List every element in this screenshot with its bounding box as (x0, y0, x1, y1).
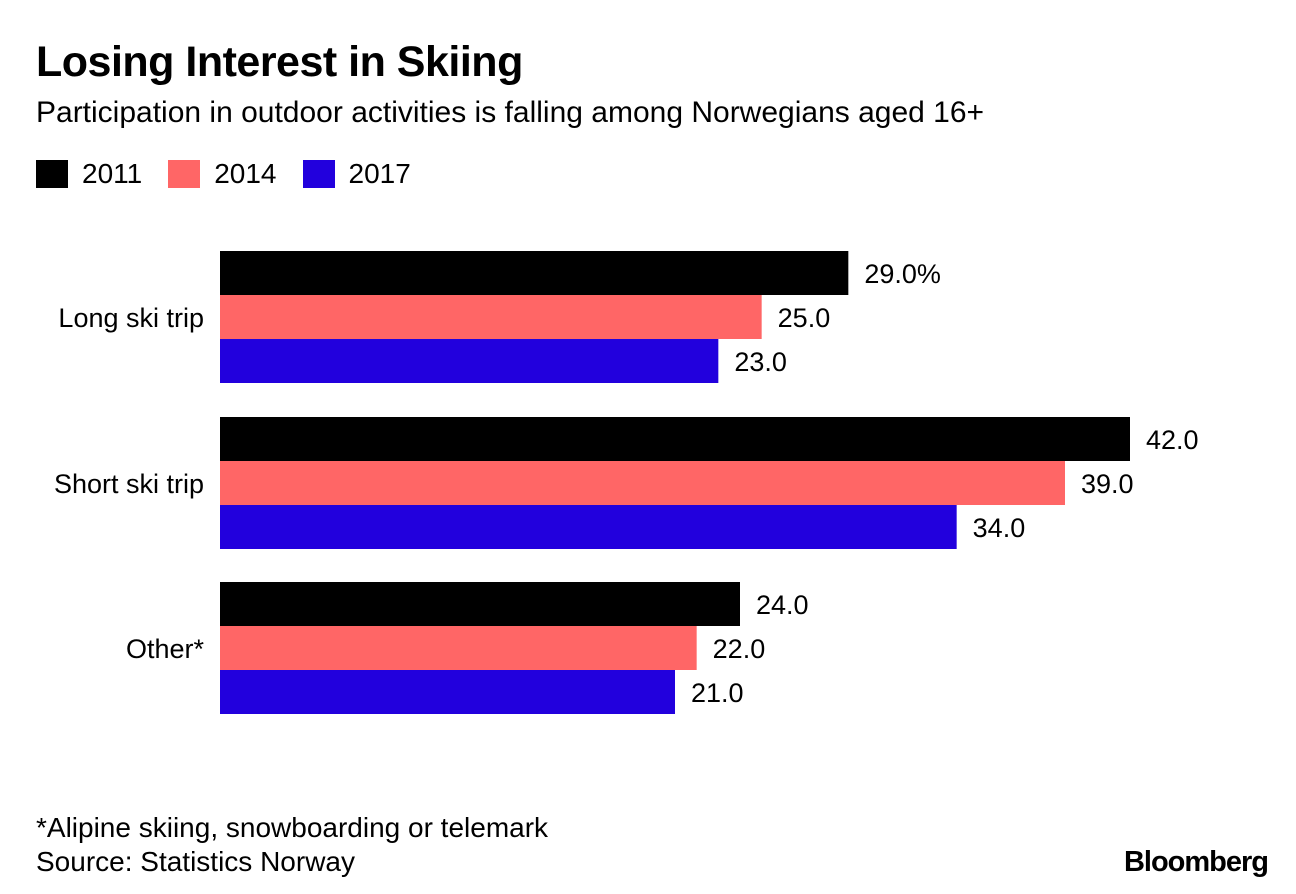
bloomberg-logo: Bloomberg (1123, 846, 1269, 878)
bar-short-ski-trip-2011 (220, 417, 1130, 461)
category-label-other: Other* (126, 634, 205, 664)
legend-item-2011: 2011 (36, 158, 142, 190)
data-label-short-ski-trip-2011: 42.0 (1146, 425, 1199, 455)
data-label-long-ski-trip-2014: 25.0 (778, 303, 831, 333)
legend-swatch-2014 (168, 160, 201, 188)
chart-subtitle: Participation in outdoor activities is f… (36, 96, 985, 129)
data-label-other-2014: 22.0 (713, 634, 766, 664)
bar-other-2017 (220, 670, 675, 714)
data-label-other-2017: 21.0 (691, 678, 744, 708)
footnote: *Alipine skiing, snowboarding or telemar… (36, 812, 549, 843)
data-label-short-ski-trip-2014: 39.0 (1081, 469, 1134, 499)
bar-other-2011 (220, 582, 740, 626)
legend-label-2011: 2011 (82, 158, 143, 189)
category-label-short-ski-trip: Short ski trip (54, 469, 204, 499)
legend: 2011 2014 2017 (36, 158, 437, 190)
bar-short-ski-trip-2017 (220, 505, 957, 549)
data-label-long-ski-trip-2017: 23.0 (734, 347, 787, 377)
bar-short-ski-trip-2014 (220, 461, 1065, 505)
chart-title: Losing Interest in Skiing (36, 38, 523, 86)
legend-label-2017: 2017 (348, 158, 411, 189)
legend-swatch-2011 (36, 160, 68, 188)
bar-other-2014 (220, 626, 697, 670)
legend-item-2014: 2014 (168, 158, 277, 190)
bar-long-ski-trip-2011 (220, 251, 849, 295)
legend-swatch-2017 (302, 160, 335, 188)
legend-label-2014: 2014 (214, 158, 277, 189)
bar-long-ski-trip-2014 (220, 295, 762, 339)
data-label-long-ski-trip-2011: 29.0% (864, 259, 941, 289)
category-label-long-ski-trip: Long ski trip (58, 303, 204, 333)
legend-item-2017: 2017 (302, 158, 411, 190)
source-note: Source: Statistics Norway (36, 846, 355, 877)
bar-long-ski-trip-2017 (220, 339, 719, 383)
data-label-other-2011: 24.0 (756, 590, 809, 620)
data-label-short-ski-trip-2017: 34.0 (973, 513, 1026, 543)
